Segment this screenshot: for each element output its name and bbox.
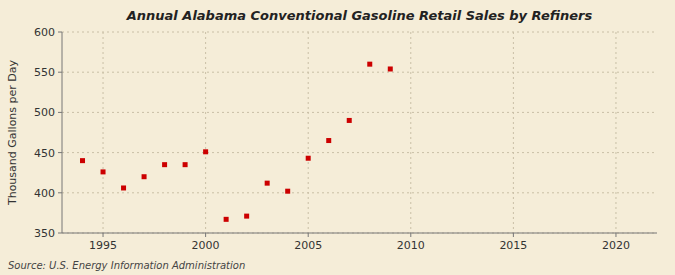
- x-axis-line: [62, 233, 657, 234]
- scatter-point: [183, 162, 188, 167]
- grid-line-y: [62, 233, 657, 234]
- scatter-point: [326, 138, 331, 143]
- y-tick: [58, 72, 62, 73]
- y-tick: [58, 192, 62, 193]
- scatter-point: [121, 185, 126, 190]
- x-tick-label: 2000: [192, 239, 220, 252]
- source-annotation: Source: U.S. Energy Information Administ…: [8, 260, 245, 271]
- grid-line-x: [513, 32, 514, 233]
- x-tick-label: 2005: [294, 239, 322, 252]
- y-tick: [58, 112, 62, 113]
- scatter-point: [142, 174, 147, 179]
- y-tick: [58, 152, 62, 153]
- y-tick-label: 400: [34, 187, 55, 200]
- page: {"chart_data": {"type": "scatter", "titl…: [0, 0, 675, 275]
- y-tick-label: 600: [34, 26, 55, 39]
- scatter-point: [80, 158, 85, 163]
- y-tick: [58, 32, 62, 33]
- y-axis-line: [62, 32, 63, 233]
- x-tick: [308, 233, 309, 237]
- scatter-point: [265, 181, 270, 186]
- scatter-point: [388, 66, 393, 71]
- grid-line-y: [62, 192, 657, 193]
- grid-line-y: [62, 152, 657, 153]
- scatter-point: [347, 118, 352, 123]
- grid-line-x: [615, 32, 616, 233]
- background: [0, 0, 675, 275]
- grid-line-y: [62, 72, 657, 73]
- grid-line-x: [103, 32, 104, 233]
- scatter-point: [224, 217, 229, 222]
- scatter-point: [101, 169, 106, 174]
- chart-container: 1995 2000 2005 2010 2015 2020 350 400 450 500 550 6…: [0, 0, 675, 275]
- scatter-point: [244, 214, 249, 219]
- x-tick: [513, 233, 514, 237]
- y-tick-label: 350: [34, 227, 55, 240]
- x-tick: [410, 233, 411, 237]
- points: [80, 62, 393, 222]
- x-tick-label: 1995: [89, 239, 117, 252]
- chart-svg: 1995 2000 2005 2010 2015 2020 350 400 450 500 550 6…: [0, 0, 675, 275]
- x-tick-label: 2010: [397, 239, 425, 252]
- scatter-point: [203, 149, 208, 154]
- axes: 1995 2000 2005 2010 2015 2020 350 400 450 500 550 6…: [34, 26, 657, 252]
- grid-line-y: [62, 32, 657, 33]
- x-tick: [103, 233, 104, 237]
- grid-line-x: [308, 32, 309, 233]
- x-tick-label: 2015: [499, 239, 527, 252]
- grid-line-x: [205, 32, 206, 233]
- grid: [62, 32, 657, 233]
- x-tick: [205, 233, 206, 237]
- x-tick: [615, 233, 616, 237]
- scatter-point: [285, 189, 290, 194]
- grid-line-x: [410, 32, 411, 233]
- scatter-point: [162, 162, 167, 167]
- grid-line-y: [62, 112, 657, 113]
- y-axis-label: Thousand Gallons per Day: [6, 59, 19, 206]
- y-tick: [58, 233, 62, 234]
- chart-title: Annual Alabama Conventional Gasoline Ret…: [126, 8, 593, 23]
- y-tick-label: 550: [34, 66, 55, 79]
- x-tick-label: 2020: [602, 239, 630, 252]
- y-tick-label: 500: [34, 106, 55, 119]
- scatter-point: [367, 62, 372, 67]
- y-tick-label: 450: [34, 147, 55, 160]
- scatter-point: [306, 156, 311, 161]
